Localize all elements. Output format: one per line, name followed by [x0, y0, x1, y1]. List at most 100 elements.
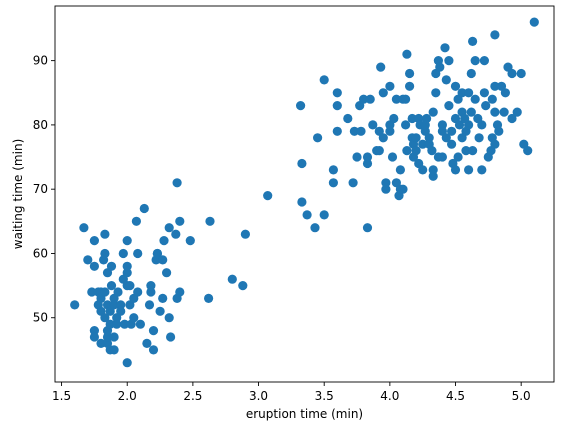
data-point — [131, 216, 141, 226]
data-point — [297, 158, 307, 169]
data-point — [422, 113, 432, 124]
data-point — [387, 152, 398, 162]
data-point — [454, 120, 465, 130]
data-point — [102, 332, 113, 342]
x-tick-label: 4.5 — [446, 389, 465, 403]
data-point — [162, 268, 172, 278]
data-point — [389, 113, 399, 124]
data-point — [385, 81, 395, 91]
data-point — [106, 281, 117, 291]
data-point — [146, 281, 156, 291]
data-point — [144, 300, 155, 310]
data-point — [175, 287, 185, 297]
x-tick-label: 5.0 — [512, 389, 531, 403]
x-tick-label: 2.5 — [183, 389, 202, 403]
data-point — [89, 261, 99, 271]
data-point — [96, 338, 106, 348]
data-point — [481, 101, 491, 111]
y-tick-label: 70 — [33, 182, 48, 196]
data-point — [109, 300, 119, 310]
data-point — [158, 293, 168, 303]
data-point — [461, 146, 471, 156]
data-point — [332, 126, 342, 136]
data-point — [113, 287, 123, 297]
data-point — [437, 120, 447, 130]
data-point — [401, 94, 411, 104]
data-point — [146, 287, 156, 297]
data-point — [112, 319, 122, 329]
data-point — [116, 306, 126, 316]
y-axis-label: waiting time (min) — [11, 139, 25, 250]
data-point — [398, 184, 408, 194]
data-point — [402, 146, 412, 156]
data-point — [516, 68, 526, 79]
data-point — [359, 94, 369, 104]
data-point — [487, 94, 497, 104]
data-point — [470, 94, 480, 104]
y-axis: 50 60 70 80 90 — [33, 54, 55, 325]
data-point — [122, 236, 132, 246]
data-point — [490, 139, 500, 149]
data-point — [464, 88, 474, 98]
data-point — [391, 94, 401, 104]
data-point — [122, 358, 132, 368]
data-point — [427, 146, 437, 156]
data-point — [100, 287, 110, 297]
data-point — [348, 178, 358, 188]
x-tick-label: 2.0 — [118, 389, 137, 403]
data-point — [349, 126, 359, 136]
data-point — [142, 338, 152, 348]
data-point — [470, 56, 480, 66]
data-point — [457, 88, 467, 98]
data-point — [79, 223, 89, 233]
data-point — [296, 101, 306, 111]
data-point — [477, 120, 487, 130]
data-point — [405, 68, 415, 79]
data-point — [450, 165, 461, 175]
x-axis: 1.5 2.0 2.5 3.0 3.5 4.0 4.5 5.0 — [52, 382, 531, 403]
data-point — [171, 229, 181, 239]
data-point — [332, 88, 342, 98]
data-point — [118, 248, 128, 259]
data-point — [418, 139, 428, 149]
data-point — [158, 255, 168, 265]
data-point — [362, 223, 373, 233]
data-point — [133, 287, 143, 297]
data-point — [490, 107, 500, 117]
x-tick-label: 3.0 — [249, 389, 268, 403]
data-point — [362, 158, 373, 169]
data-point — [500, 88, 510, 98]
data-point — [368, 120, 378, 130]
data-point — [401, 120, 411, 130]
data-point — [122, 268, 132, 278]
data-point — [263, 191, 273, 201]
data-point — [148, 345, 159, 355]
data-point — [523, 146, 533, 156]
data-point — [507, 68, 517, 79]
data-point — [83, 255, 93, 265]
data-point — [328, 165, 338, 175]
x-axis-label: eruption time (min) — [246, 407, 363, 421]
data-point — [120, 319, 130, 329]
data-point — [356, 126, 366, 136]
data-point — [204, 293, 214, 303]
data-point — [453, 152, 463, 162]
data-point — [122, 261, 132, 271]
data-point — [411, 133, 421, 143]
data-point — [238, 281, 248, 291]
data-point — [205, 216, 215, 226]
data-point — [464, 120, 474, 130]
data-point — [494, 126, 504, 136]
data-point — [166, 332, 176, 342]
data-point — [450, 81, 461, 91]
data-point — [164, 223, 174, 233]
data-point — [437, 152, 447, 162]
data-point — [87, 287, 97, 297]
data-point — [116, 300, 126, 310]
data-point — [447, 139, 457, 149]
data-point — [428, 171, 438, 181]
data-point — [297, 197, 307, 207]
data-point — [100, 248, 110, 259]
